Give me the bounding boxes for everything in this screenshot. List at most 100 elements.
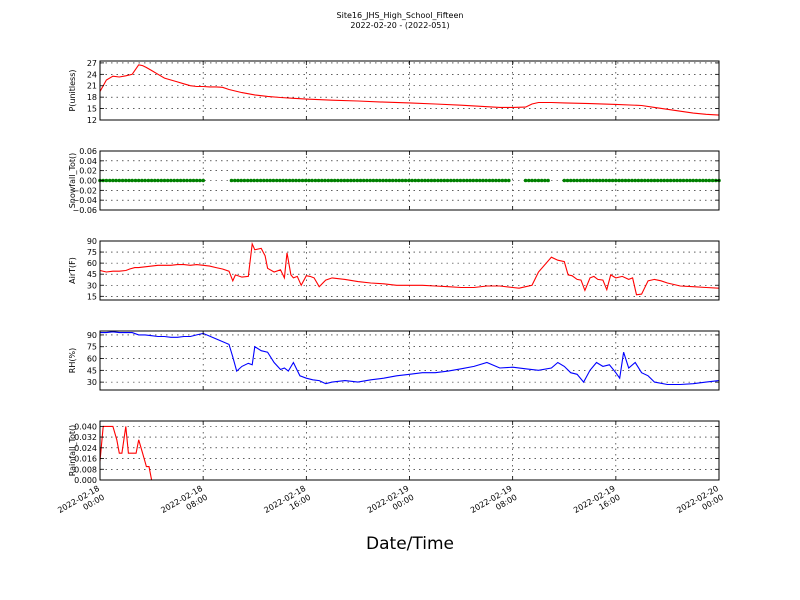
snowfall-point	[530, 178, 534, 183]
snowfall-point	[229, 178, 234, 183]
snowfall-ytick-label-1: −0.04	[72, 196, 97, 205]
snowfall-point	[429, 178, 434, 183]
snowfall-point	[420, 178, 424, 183]
rainfall-ytick-label-4: 0.032	[74, 433, 97, 442]
snowfall-point	[536, 178, 541, 183]
snowfall-point	[262, 178, 266, 183]
snowfall-point	[416, 178, 421, 183]
snowfall-point	[697, 178, 702, 183]
snowfall-point	[675, 178, 679, 183]
snowfall-point	[316, 178, 321, 183]
snowfall-point	[358, 178, 363, 183]
relative-humidity-ytick-label-1: 45	[87, 366, 97, 375]
snowfall-point	[201, 178, 205, 183]
snowfall-point	[581, 178, 586, 183]
snowfall-point	[284, 178, 289, 183]
snowfall-point	[111, 178, 115, 183]
snowfall-point	[588, 178, 592, 183]
snowfall-point	[355, 178, 360, 183]
snowfall-point	[607, 178, 612, 183]
snowfall-point	[252, 178, 256, 183]
snowfall-point	[114, 178, 118, 183]
chart-title: Site16_JHS_High_School_Fifteen	[336, 11, 464, 20]
rainfall-ytick-label-3: 0.024	[74, 444, 97, 453]
snowfall-point	[500, 178, 505, 183]
snowfall-point	[426, 178, 431, 183]
snowfall-point	[468, 178, 472, 183]
snowfall-point	[659, 178, 663, 183]
pressure-ytick-label-5: 27	[87, 59, 97, 68]
pressure-ytick-label-3: 21	[87, 82, 97, 91]
snowfall-point	[575, 178, 579, 183]
snowfall-point	[620, 178, 625, 183]
snowfall-point	[497, 178, 501, 183]
snowfall-point	[626, 178, 631, 183]
snowfall-point	[568, 178, 573, 183]
snowfall-point	[169, 178, 173, 183]
snowfall-point	[336, 178, 340, 183]
snowfall-point	[662, 178, 666, 183]
pressure-series-line	[99, 64, 720, 116]
snowfall-point	[710, 178, 715, 183]
relative-humidity-ytick-label-4: 90	[87, 331, 97, 340]
snowfall-point	[413, 178, 418, 183]
x-axis-label: Date/Time	[366, 534, 454, 554]
air-temperature-ytick-label-0: 15	[87, 292, 97, 301]
snowfall-point	[117, 178, 122, 183]
pressure-ylabel: P(unitless)	[68, 69, 77, 111]
snowfall-point	[274, 178, 279, 183]
snowfall-point	[461, 178, 466, 183]
snowfall-point	[291, 178, 295, 183]
snowfall-point	[329, 178, 334, 183]
rainfall-ytick-label-2: 0.016	[74, 455, 97, 464]
chart-subtitle: 2022-02-20 - (2022-051)	[350, 21, 450, 30]
xtick-label-6: 2022-02-2000:00	[675, 484, 725, 524]
snowfall-point	[646, 178, 650, 183]
snowfall-point	[490, 178, 495, 183]
snowfall-point	[604, 178, 608, 183]
snowfall-point	[107, 178, 112, 183]
snowfall-point	[432, 178, 437, 183]
snowfall-point	[390, 178, 395, 183]
xtick-label-3: 2022-02-1900:00	[366, 484, 416, 524]
air-temperature-ytick-label-5: 90	[87, 237, 97, 246]
snowfall-point	[297, 178, 302, 183]
pressure-ytick-label-4: 24	[87, 70, 97, 79]
snowfall-point	[265, 178, 269, 183]
snowfall-point	[365, 178, 369, 183]
snowfall-point	[578, 178, 583, 183]
snowfall-point	[591, 178, 596, 183]
xtick-label-5: 2022-02-1916:00	[572, 484, 622, 524]
snowfall-point	[668, 178, 673, 183]
snowfall-point	[630, 178, 634, 183]
snowfall-point	[507, 178, 511, 183]
snowfall-point	[127, 178, 131, 183]
snowfall-point	[478, 178, 482, 183]
snowfall-point	[407, 178, 411, 183]
snowfall-point	[281, 178, 285, 183]
snowfall-point	[130, 178, 134, 183]
snowfall-point	[394, 178, 398, 183]
snowfall-ytick-label-4: 0.02	[79, 167, 97, 176]
snowfall-point	[688, 178, 692, 183]
relative-humidity-ytick-label-0: 30	[87, 378, 97, 387]
snowfall-point	[239, 178, 243, 183]
snowfall-point	[384, 178, 389, 183]
snowfall-point	[307, 178, 311, 183]
snowfall-point	[153, 178, 157, 183]
snowfall-point	[387, 178, 392, 183]
snowfall-point	[601, 178, 605, 183]
snowfall-point	[149, 178, 154, 183]
snowfall-point	[610, 178, 615, 183]
snowfall-point	[245, 178, 250, 183]
snowfall-point	[533, 178, 537, 183]
snowfall-point	[249, 178, 253, 183]
air-temperature-ytick-label-2: 45	[87, 270, 97, 279]
relative-humidity-series-line	[100, 331, 720, 386]
snowfall-point	[704, 178, 708, 183]
snowfall-point	[565, 178, 570, 183]
air-temperature-ylabel: AirT(F)	[68, 257, 77, 284]
snowfall-point	[198, 178, 202, 183]
snowfall-point	[287, 178, 292, 183]
